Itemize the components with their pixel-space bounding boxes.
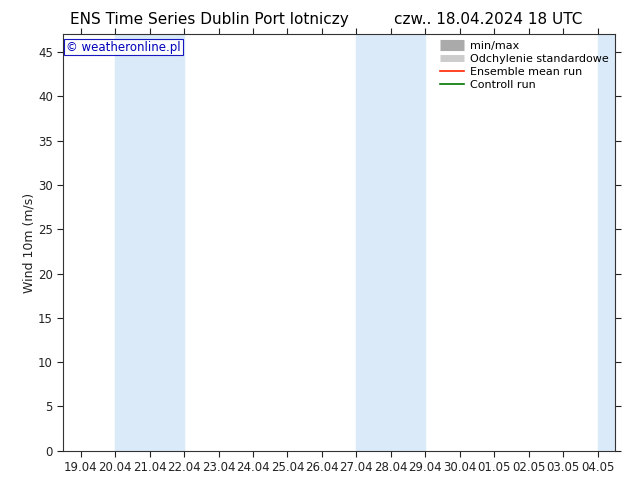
Bar [598, 34, 632, 451]
Text: czw.. 18.04.2024 18 UTC: czw.. 18.04.2024 18 UTC [394, 12, 583, 27]
Legend: min/max, Odchylenie standardowe, Ensemble mean run, Controll run: min/max, Odchylenie standardowe, Ensembl… [436, 38, 612, 93]
Y-axis label: Wind 10m (m/s): Wind 10m (m/s) [22, 193, 36, 293]
Text: © weatheronline.pl: © weatheronline.pl [66, 41, 181, 53]
Bar [115, 34, 184, 451]
Bar [356, 34, 425, 451]
Text: ENS Time Series Dublin Port lotniczy: ENS Time Series Dublin Port lotniczy [70, 12, 349, 27]
